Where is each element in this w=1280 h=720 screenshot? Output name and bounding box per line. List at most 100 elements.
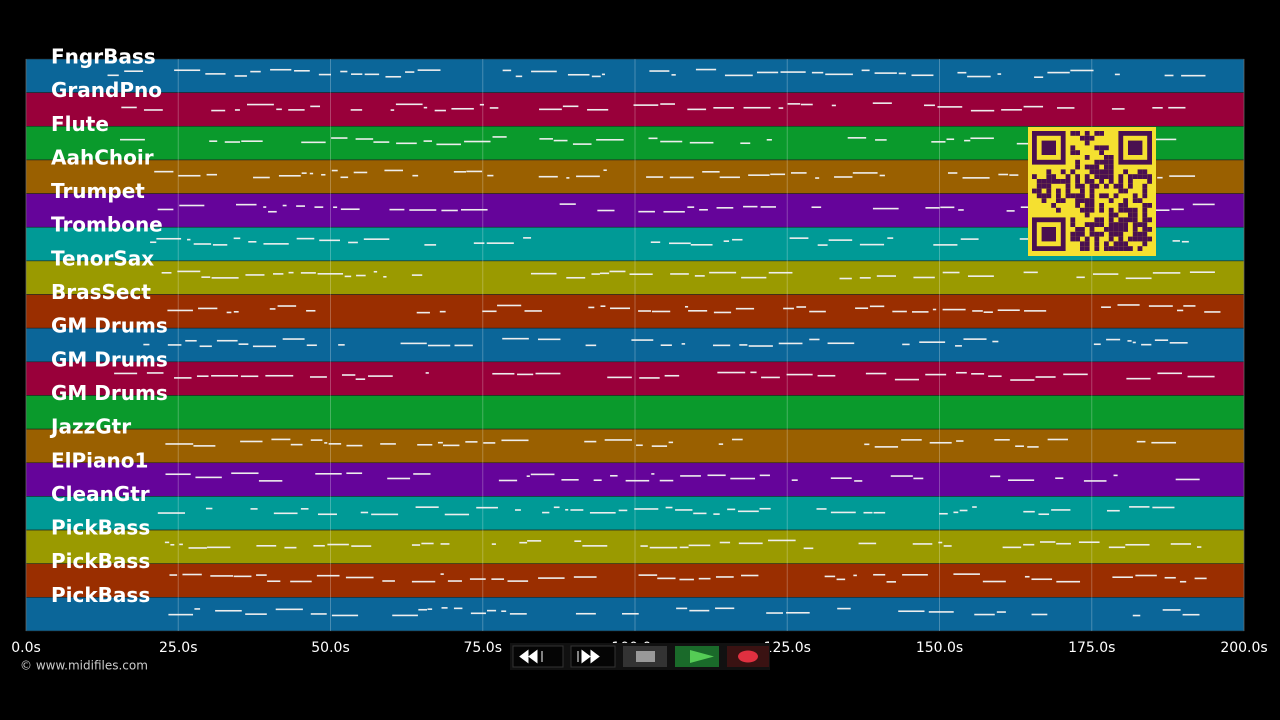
qr-cell	[1128, 217, 1133, 223]
qr-cell	[1084, 155, 1090, 160]
note	[925, 373, 947, 376]
note	[997, 309, 1020, 312]
qr-cell	[1123, 203, 1128, 208]
note	[355, 378, 366, 380]
note	[1157, 176, 1163, 179]
note	[156, 237, 182, 240]
note	[1038, 513, 1050, 516]
note	[324, 442, 328, 444]
note	[982, 580, 1006, 583]
note	[441, 209, 458, 212]
note	[1008, 479, 1035, 481]
note	[600, 305, 606, 308]
note	[709, 271, 737, 274]
qr-cell	[1108, 236, 1114, 242]
note	[451, 107, 474, 110]
qr-cell	[1123, 222, 1128, 227]
note	[787, 103, 801, 105]
note	[1112, 576, 1133, 579]
stop-button[interactable]	[623, 646, 667, 667]
note	[800, 103, 813, 106]
note	[668, 441, 674, 444]
qr-cell	[1041, 183, 1047, 189]
qr-cell	[1084, 179, 1090, 184]
qr-cell	[1080, 227, 1085, 232]
qr-cell	[1046, 193, 1052, 199]
qr-cell	[1046, 179, 1052, 184]
note	[911, 74, 934, 77]
qr-cell	[1065, 188, 1071, 194]
qr-cell	[1108, 164, 1114, 170]
qr-cell	[1070, 231, 1076, 237]
note	[791, 479, 798, 481]
qr-cell	[1089, 179, 1095, 184]
time-axis: 0.0s25.0s50.0s75.0s100.0s125.0s150.0s175…	[11, 640, 1267, 656]
note	[421, 542, 434, 545]
note	[717, 371, 746, 374]
note	[1136, 440, 1146, 443]
note	[1152, 272, 1181, 274]
qr-cell	[1080, 241, 1085, 247]
note	[216, 339, 238, 342]
qr-cell	[1104, 174, 1109, 179]
forward-button[interactable]	[570, 645, 616, 668]
note	[964, 139, 971, 142]
qr-cell	[1142, 231, 1148, 237]
note	[418, 608, 428, 611]
note	[194, 608, 201, 610]
qr-cell	[1075, 164, 1080, 170]
note	[509, 613, 527, 615]
note	[235, 203, 257, 206]
qr-cell	[1032, 188, 1037, 194]
qr-cell	[1094, 241, 1100, 247]
qr-cell	[1118, 188, 1124, 194]
qr-cell	[1132, 207, 1138, 213]
record-button[interactable]	[727, 646, 769, 667]
note	[502, 337, 529, 340]
note	[959, 509, 968, 512]
note	[713, 311, 732, 314]
note	[269, 308, 276, 310]
note	[535, 372, 561, 375]
note	[688, 310, 708, 312]
note	[1196, 546, 1202, 548]
note	[523, 237, 532, 239]
note	[1002, 546, 1022, 549]
note	[1093, 343, 1101, 346]
qr-cell	[1113, 222, 1119, 227]
note	[277, 305, 297, 307]
qr-cell	[1094, 222, 1100, 227]
note	[587, 108, 609, 111]
qr-code	[1028, 127, 1156, 256]
qr-cell	[1046, 183, 1052, 189]
note	[157, 208, 174, 211]
note	[738, 542, 763, 545]
qr-cell	[1147, 203, 1152, 208]
note	[120, 138, 145, 141]
note	[1132, 614, 1141, 617]
note	[1023, 510, 1035, 513]
note	[890, 475, 913, 477]
qr-cell	[1070, 236, 1076, 242]
note	[382, 580, 395, 582]
note	[1162, 609, 1181, 611]
qr-cell	[1142, 188, 1148, 194]
track-name: Trumpet	[51, 179, 145, 203]
note	[1108, 546, 1126, 549]
rewind-button[interactable]	[512, 645, 564, 668]
note	[967, 275, 994, 277]
note	[1083, 480, 1107, 482]
play-button[interactable]	[675, 646, 719, 667]
note	[390, 109, 395, 111]
qr-cell	[1075, 236, 1080, 242]
note	[852, 172, 878, 174]
note	[427, 608, 433, 610]
note	[177, 270, 201, 273]
note	[306, 344, 317, 347]
note	[1170, 543, 1192, 545]
note	[939, 512, 948, 515]
qr-cell	[1080, 246, 1085, 251]
qr-cell	[1128, 183, 1133, 189]
qr-cell	[1142, 241, 1148, 247]
note	[803, 547, 814, 550]
